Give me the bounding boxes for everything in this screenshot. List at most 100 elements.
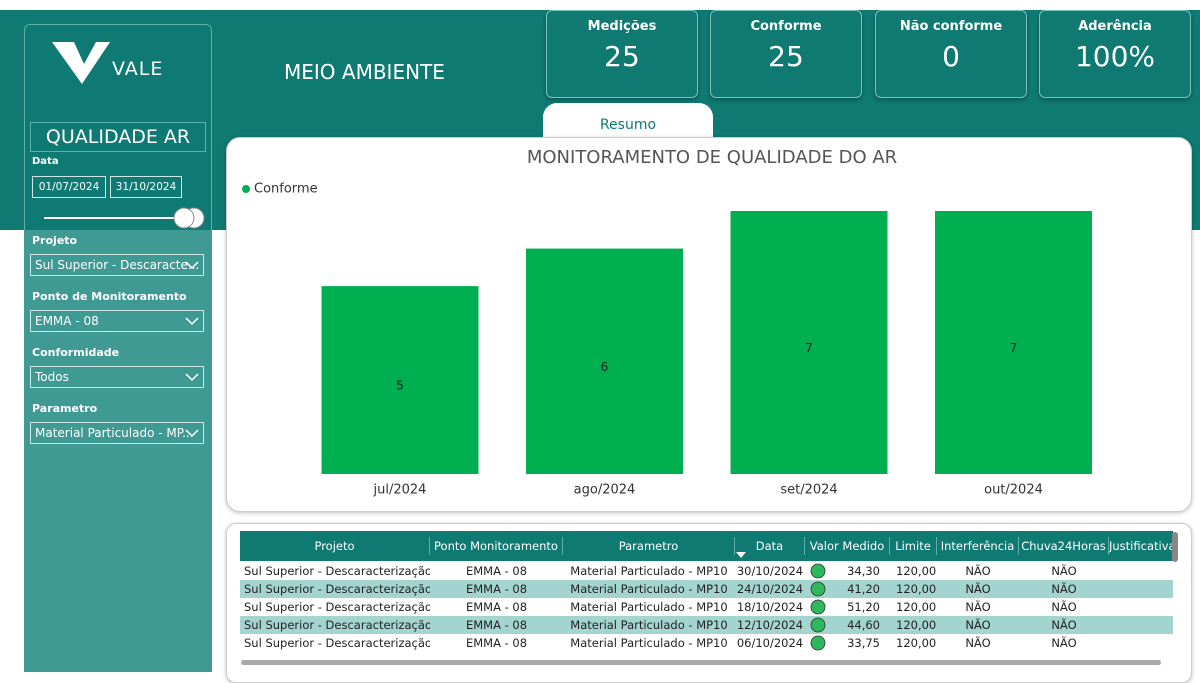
table-cell: EMMA - 08 (465, 564, 528, 578)
column-header[interactable]: Chuva24Horas (1019, 537, 1109, 555)
table-cell: EMMA - 08 (465, 636, 528, 650)
table-card: Projeto Ponto Monitoramento Parametro Data V… (226, 523, 1192, 683)
table-cell: 120,00 (896, 618, 937, 632)
table-row: Sul Superior - Descaracterização EMMA - 0… (240, 598, 1173, 616)
kpi-value: 100% (1074, 40, 1156, 73)
table-cell: Material Particulado - MP10 (570, 600, 728, 614)
column-header[interactable]: Projeto (240, 537, 430, 555)
x-tick-label: ago/2024 (574, 483, 636, 498)
table: Projeto Ponto Monitoramento Parametro Data V… (240, 531, 1173, 671)
table-cell: NÃO (1051, 600, 1077, 614)
filter-label: Parametro (32, 402, 98, 415)
table-cell: Sul Superior - Descaracterização (244, 636, 430, 650)
kpi-value: 25 (768, 40, 804, 73)
table-cell: 120,00 (896, 636, 937, 650)
column-header[interactable]: Justificativa (1109, 537, 1173, 555)
column-header[interactable]: Ponto Monitoramento (430, 537, 563, 555)
legend-marker (242, 185, 250, 193)
brand: VALE (112, 58, 164, 80)
filter-label: Projeto (32, 234, 78, 247)
filter-value[interactable]: Sul Superior - Descaracte... (35, 258, 200, 272)
date-label: Data (32, 156, 59, 167)
table-cell: Sul Superior - Descaracterização (244, 582, 430, 596)
table-cell: Material Particulado - MP10 (570, 582, 728, 596)
table-cell: 120,00 (896, 600, 937, 614)
sidebar-filters (24, 230, 212, 672)
bar-value-label: 7 (805, 341, 813, 355)
kpi-card: Medições 25 (546, 10, 698, 98)
table-cell: NÃO (1051, 564, 1077, 578)
table-cell: 34,30 (847, 564, 880, 578)
table-cell: 33,75 (847, 636, 880, 650)
date-slider[interactable] (40, 206, 210, 230)
chart: MONITORAMENTO DE QUALIDADE DO AR Conform… (242, 147, 1092, 498)
kpi-card: Conforme 25 (710, 10, 862, 98)
table-cell (1109, 598, 1173, 616)
tab-resumo[interactable]: Resumo (543, 103, 713, 143)
column-header[interactable]: Valor Medido (805, 537, 890, 555)
filter-label: Conformidade (32, 346, 120, 359)
table-cell (1109, 562, 1173, 580)
table-cell: 06/10/2024 (736, 636, 804, 650)
x-tick-label: set/2024 (780, 483, 837, 498)
filter-dropdown[interactable]: Sul Superior - Descaracte... (30, 254, 204, 276)
status-indicator (810, 635, 826, 651)
bar (321, 286, 479, 474)
logo-mark (52, 42, 110, 84)
bar (730, 211, 888, 474)
table-cell: EMMA - 08 (465, 600, 528, 614)
filter-value[interactable]: EMMA - 08 (35, 314, 99, 328)
table-cell: Material Particulado - MP10 (570, 564, 728, 578)
table-cell: NÃO (1051, 618, 1077, 632)
status-indicator (810, 581, 826, 597)
chevron[interactable] (185, 428, 199, 438)
h-scrollbar[interactable] (241, 660, 1161, 665)
table-cell: NÃO (1051, 582, 1077, 596)
status-indicator (810, 599, 826, 615)
filter-dropdown[interactable]: Todos (30, 366, 204, 388)
status-indicator (810, 563, 826, 579)
sort-indicator[interactable] (736, 552, 746, 558)
table-cell: NÃO (965, 582, 991, 596)
table-cell: NÃO (965, 600, 991, 614)
kpi-label: Aderência (1078, 19, 1152, 34)
tab-label[interactable]: Resumo (599, 117, 657, 133)
column-header[interactable]: Data (735, 537, 805, 555)
table-cell: 51,20 (847, 600, 880, 614)
legend-label: Conforme (254, 182, 318, 197)
filter-value[interactable]: Todos (35, 370, 69, 384)
filter-dropdown[interactable]: Material Particulado - MP... (30, 422, 204, 444)
column-header[interactable]: Parametro (563, 537, 735, 555)
kpi-label: Medições (587, 19, 657, 34)
filter-value[interactable]: Material Particulado - MP... (35, 426, 194, 440)
table-header: Projeto Ponto Monitoramento Parametro Data V… (240, 531, 1173, 561)
chevron[interactable] (185, 316, 199, 326)
kpi-label: Não conforme (899, 19, 1003, 34)
chevron[interactable] (185, 260, 199, 270)
kpi-label: Conforme (750, 19, 822, 34)
date-from[interactable]: 01/07/2024 (32, 176, 106, 198)
table-row: Sul Superior - Descaracterização EMMA - 0… (240, 580, 1173, 598)
kpi-value: 25 (604, 40, 640, 73)
table-cell: 12/10/2024 (736, 618, 804, 632)
table-cell: NÃO (965, 636, 991, 650)
scrollbar[interactable] (1172, 532, 1178, 562)
date-to[interactable]: 31/10/2024 (110, 176, 182, 198)
table-cell: 18/10/2024 (736, 600, 804, 614)
filter-dropdown[interactable]: EMMA - 08 (30, 310, 204, 332)
table-cell: NÃO (1051, 636, 1077, 650)
sidebar-top (24, 24, 212, 230)
table-row: Sul Superior - Descaracterização EMMA - 0… (240, 616, 1173, 634)
table-cell: EMMA - 08 (465, 582, 528, 596)
table-row: Sul Superior - Descaracterização EMMA - 0… (240, 634, 1173, 652)
table-cell: Sul Superior - Descaracterização (244, 600, 430, 614)
table-cell: Sul Superior - Descaracterização (244, 564, 430, 578)
column-header[interactable]: Limite (890, 537, 937, 555)
column-header[interactable]: Interferência (937, 537, 1019, 555)
chart-title: MONITORAMENTO DE QUALIDADE DO AR (527, 147, 897, 168)
chevron[interactable] (185, 372, 199, 382)
table-cell (1109, 616, 1173, 634)
bar (526, 248, 683, 474)
table-cell: NÃO (965, 618, 991, 632)
